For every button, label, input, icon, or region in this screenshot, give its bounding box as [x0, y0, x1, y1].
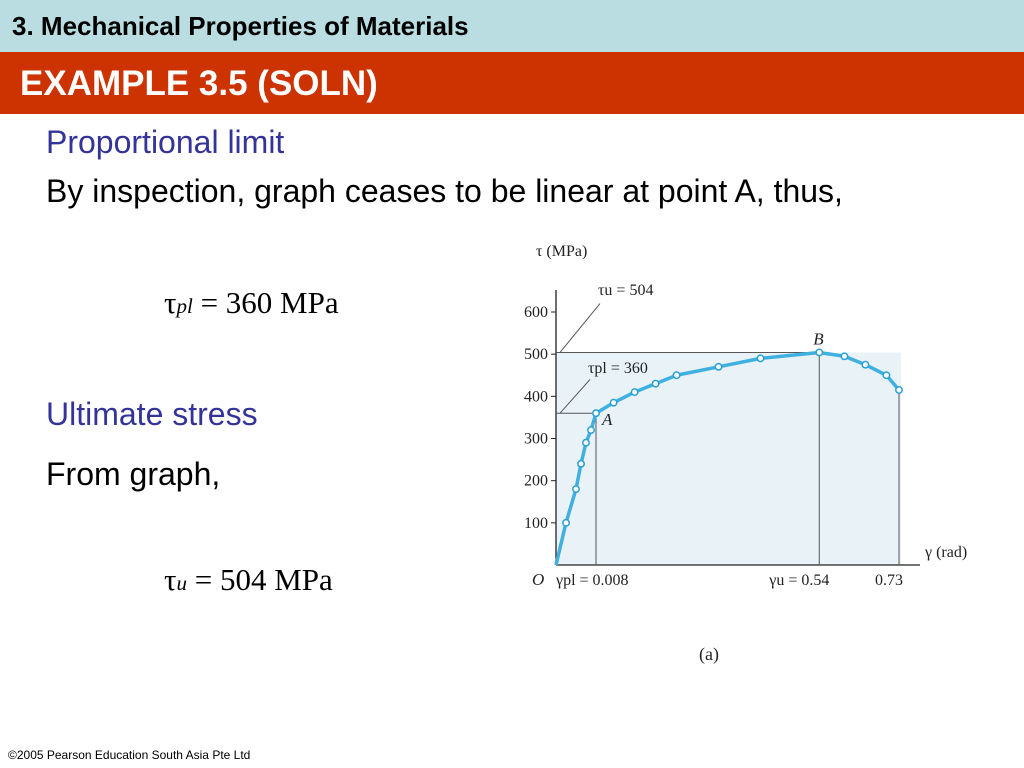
tau-u-value: = 504 MPa — [186, 562, 333, 597]
y-tick-label: 100 — [524, 515, 548, 532]
y-tick-label: 200 — [524, 473, 548, 490]
gamma-u-label: γu = 0.54 — [768, 572, 829, 589]
x-end-label: 0.73 — [875, 572, 903, 589]
tau-u-annotation: τu = 504 — [598, 282, 653, 299]
x-axis-label: γ (rad) — [924, 544, 967, 561]
point-label-b: B — [813, 329, 824, 348]
data-point — [582, 438, 590, 447]
data-point — [861, 360, 870, 369]
data-point — [672, 371, 681, 380]
tau-pl-leader — [559, 379, 591, 414]
tau-pl-symbol: τ — [164, 285, 177, 320]
course-title: 3. Mechanical Properties of Materials — [12, 11, 469, 41]
proportional-limit-text: By inspection, graph ceases to be linear… — [46, 173, 843, 209]
point-label-a: A — [601, 410, 613, 429]
stress-strain-chart: τ (MPa) 100 200 300 400 500 600 τu = 504 τpl = 3… — [524, 243, 967, 665]
ultimate-stress-text: From graph, — [46, 456, 221, 492]
y-tick-label: 400 — [524, 388, 548, 405]
tau-pl-annotation: τpl = 360 — [588, 360, 648, 377]
y-tick-label: 300 — [524, 431, 548, 448]
data-point — [562, 518, 570, 527]
tau-pl-subscript: pl — [176, 294, 193, 318]
slide-title-bar: EXAMPLE 3.5 (SOLN) — [0, 52, 1024, 114]
header-bar: 3. Mechanical Properties of Materials — [0, 0, 1024, 52]
data-point — [630, 388, 639, 397]
data-point — [651, 379, 660, 388]
data-point — [714, 362, 723, 371]
data-point — [577, 459, 585, 468]
plot-background — [556, 352, 901, 565]
copyright-footer: ©2005 Pearson Education South Asia Pte L… — [8, 748, 251, 762]
data-point — [587, 426, 595, 435]
tau-u-symbol: τ — [164, 562, 177, 597]
data-point — [882, 371, 891, 380]
tau-u-subscript: u — [176, 571, 187, 595]
origin-label: O — [532, 570, 544, 589]
tau-pl-formula: τpl = 360 MPa — [164, 285, 339, 321]
data-point — [572, 485, 580, 494]
data-point — [895, 386, 903, 394]
data-point — [592, 409, 600, 418]
tau-u-formula: τu = 504 MPa — [164, 562, 333, 598]
data-point — [815, 348, 824, 357]
slide-title: EXAMPLE 3.5 (SOLN) — [20, 64, 378, 103]
data-point — [756, 354, 765, 363]
y-tick-label: 600 — [524, 304, 548, 321]
data-point — [609, 398, 618, 407]
tau-pl-value: = 360 MPa — [192, 285, 339, 320]
gamma-pl-label: γpl = 0.008 — [555, 572, 629, 589]
y-axis-label: τ (MPa) — [536, 243, 587, 260]
proportional-limit-heading: Proportional limit — [46, 124, 285, 160]
y-tick-label: 500 — [524, 346, 548, 363]
ultimate-stress-heading: Ultimate stress — [46, 396, 258, 432]
data-point — [840, 352, 849, 361]
tau-u-leader — [559, 303, 601, 353]
chart-caption: (a) — [699, 644, 719, 665]
